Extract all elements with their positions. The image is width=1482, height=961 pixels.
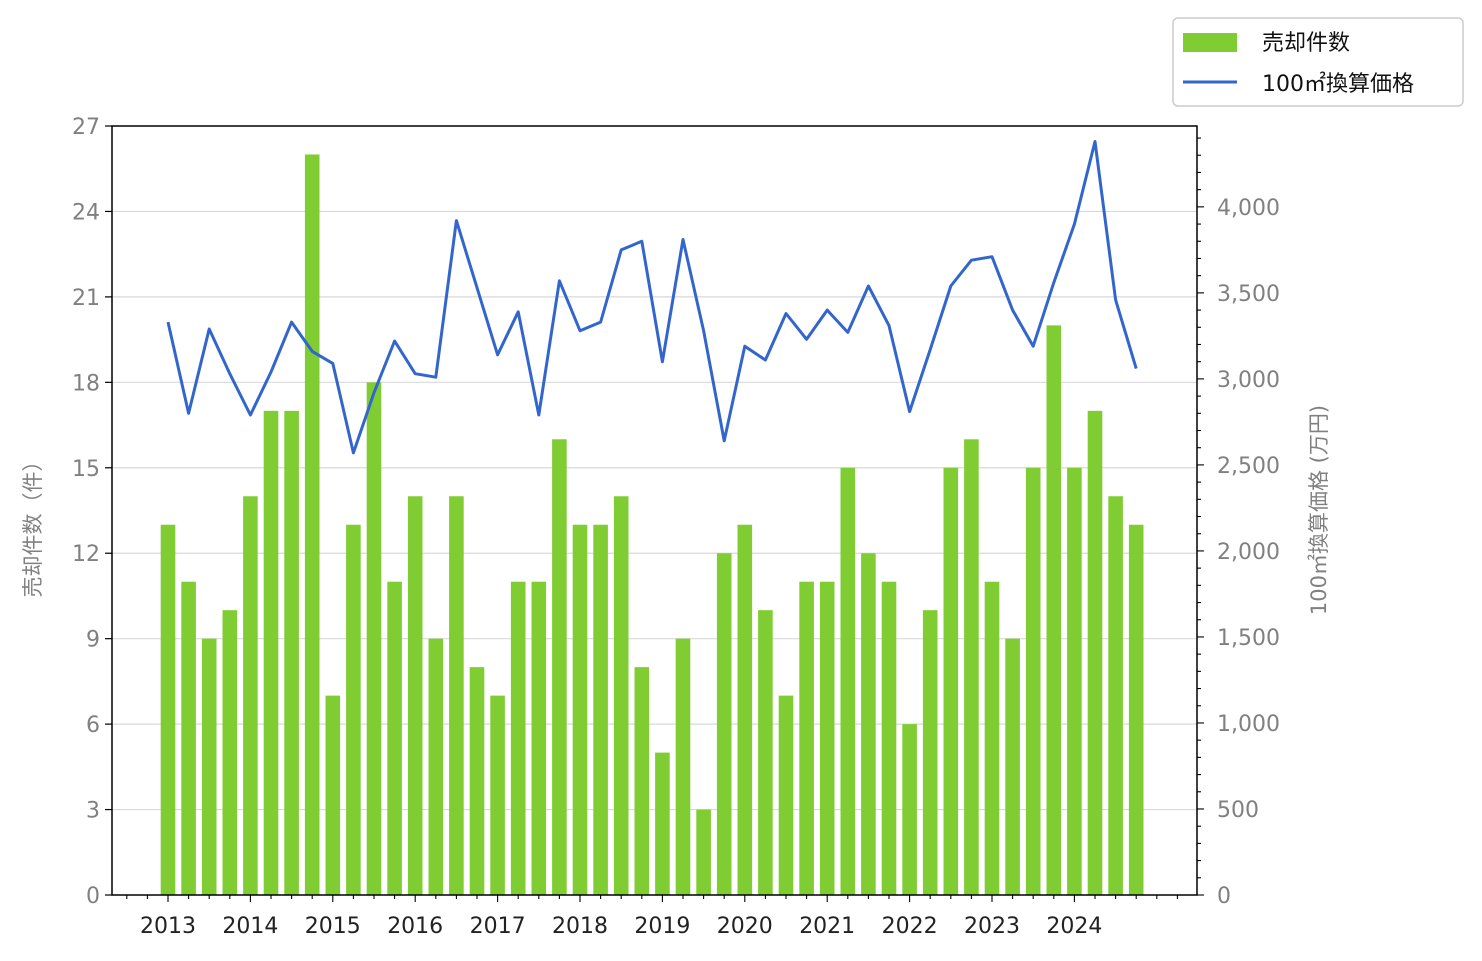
bar bbox=[243, 496, 258, 895]
bar bbox=[819, 581, 835, 895]
bar bbox=[201, 638, 217, 895]
bar bbox=[861, 553, 876, 895]
left-y-tick-label: 15 bbox=[72, 457, 100, 482]
legend-label-line: 100㎡換算価格 bbox=[1262, 71, 1414, 97]
bar-series bbox=[160, 154, 1144, 896]
bar bbox=[613, 496, 629, 895]
bar bbox=[1128, 524, 1144, 895]
left-y-tick-label: 21 bbox=[72, 286, 100, 311]
bar bbox=[531, 581, 547, 895]
x-tick-label: 2015 bbox=[305, 914, 361, 939]
left-y-axis: 0 3 6 9 12 15 18 21 24 27 bbox=[72, 115, 112, 909]
bar bbox=[964, 439, 979, 895]
x-tick-label: 2022 bbox=[882, 914, 938, 939]
legend-label-bar: 売却件数 bbox=[1262, 31, 1350, 56]
bar bbox=[387, 581, 402, 895]
bar bbox=[428, 638, 444, 895]
right-y-tick-label: 1,000 bbox=[1217, 712, 1280, 737]
bar bbox=[943, 467, 959, 895]
legend: 売却件数 100㎡換算価格 bbox=[1172, 17, 1464, 107]
bar bbox=[469, 667, 485, 895]
x-tick-label: 2017 bbox=[470, 914, 526, 939]
x-tick-label: 2020 bbox=[717, 914, 773, 939]
legend-swatch-bar bbox=[1183, 33, 1237, 52]
left-y-tick-label: 6 bbox=[86, 713, 100, 738]
bar bbox=[325, 695, 341, 895]
right-y-tick-label: 4,000 bbox=[1217, 196, 1280, 221]
bar bbox=[634, 667, 650, 895]
x-tick-label: 2014 bbox=[222, 914, 278, 939]
legend-box bbox=[1172, 17, 1464, 107]
bar bbox=[922, 610, 938, 895]
line-series bbox=[166, 140, 1138, 455]
right-y-tick-label: 3,500 bbox=[1217, 282, 1280, 307]
x-tick-label: 2021 bbox=[799, 914, 855, 939]
left-y-tick-label: 18 bbox=[72, 371, 100, 396]
right-y-tick-label: 1,500 bbox=[1217, 626, 1280, 651]
price-line bbox=[166, 140, 1138, 455]
x-tick-label: 2019 bbox=[634, 914, 690, 939]
left-y-tick-label: 12 bbox=[72, 542, 100, 567]
bar bbox=[572, 524, 588, 895]
bar bbox=[1067, 467, 1082, 895]
bar bbox=[696, 809, 711, 895]
bar bbox=[716, 553, 732, 895]
bar bbox=[840, 467, 856, 895]
bar bbox=[160, 524, 176, 895]
bar bbox=[1087, 410, 1103, 895]
bar bbox=[222, 610, 238, 895]
bar bbox=[881, 581, 897, 895]
bar bbox=[655, 752, 670, 895]
x-tick-label: 2018 bbox=[552, 914, 608, 939]
bar bbox=[984, 581, 1000, 895]
x-tick-label: 2016 bbox=[387, 914, 443, 939]
bar bbox=[902, 724, 917, 895]
left-axis-title: 売却件数（件） bbox=[21, 451, 45, 598]
bar bbox=[675, 638, 691, 895]
bar bbox=[593, 524, 608, 895]
x-tick-label: 2024 bbox=[1046, 914, 1102, 939]
bar bbox=[1005, 638, 1020, 895]
bar bbox=[284, 410, 299, 895]
bar bbox=[799, 581, 814, 895]
bar bbox=[1025, 467, 1041, 895]
bar bbox=[346, 524, 361, 895]
bar bbox=[490, 695, 505, 895]
right-y-tick-label: 2,000 bbox=[1217, 540, 1280, 565]
right-y-axis: 0 500 1,000 1,500 2,000 2,500 3,000 3,500 4,000 bbox=[1197, 137, 1280, 909]
right-y-tick-label: 0 bbox=[1217, 884, 1231, 909]
left-y-tick-label: 27 bbox=[72, 115, 100, 140]
left-y-tick-label: 0 bbox=[86, 884, 100, 909]
right-y-tick-label: 2,500 bbox=[1217, 454, 1280, 479]
right-y-tick-label: 500 bbox=[1217, 798, 1259, 823]
bar bbox=[778, 695, 794, 895]
bar bbox=[552, 439, 567, 895]
bar bbox=[263, 410, 279, 895]
bar bbox=[181, 581, 196, 895]
bar bbox=[1108, 496, 1123, 895]
x-tick-label: 2023 bbox=[964, 914, 1020, 939]
bar bbox=[758, 610, 773, 895]
bar bbox=[304, 154, 320, 896]
bar bbox=[1046, 325, 1062, 895]
bar bbox=[449, 496, 464, 895]
x-axis: 2013 2014 2015 2016 2017 2018 2019 2020 2021 2022… bbox=[126, 895, 1178, 939]
left-y-tick-label: 3 bbox=[86, 799, 100, 824]
x-tick-label: 2013 bbox=[140, 914, 196, 939]
right-y-tick-label: 3,000 bbox=[1217, 368, 1280, 393]
right-axis-title: 100㎡換算価格 (万円) bbox=[1307, 405, 1331, 615]
plot-frame bbox=[111, 125, 1198, 896]
left-y-tick-label: 24 bbox=[72, 200, 100, 225]
bar bbox=[510, 581, 526, 895]
bar bbox=[737, 524, 753, 895]
left-y-tick-label: 9 bbox=[86, 628, 100, 653]
bar bbox=[366, 382, 382, 895]
bar bbox=[407, 496, 423, 895]
